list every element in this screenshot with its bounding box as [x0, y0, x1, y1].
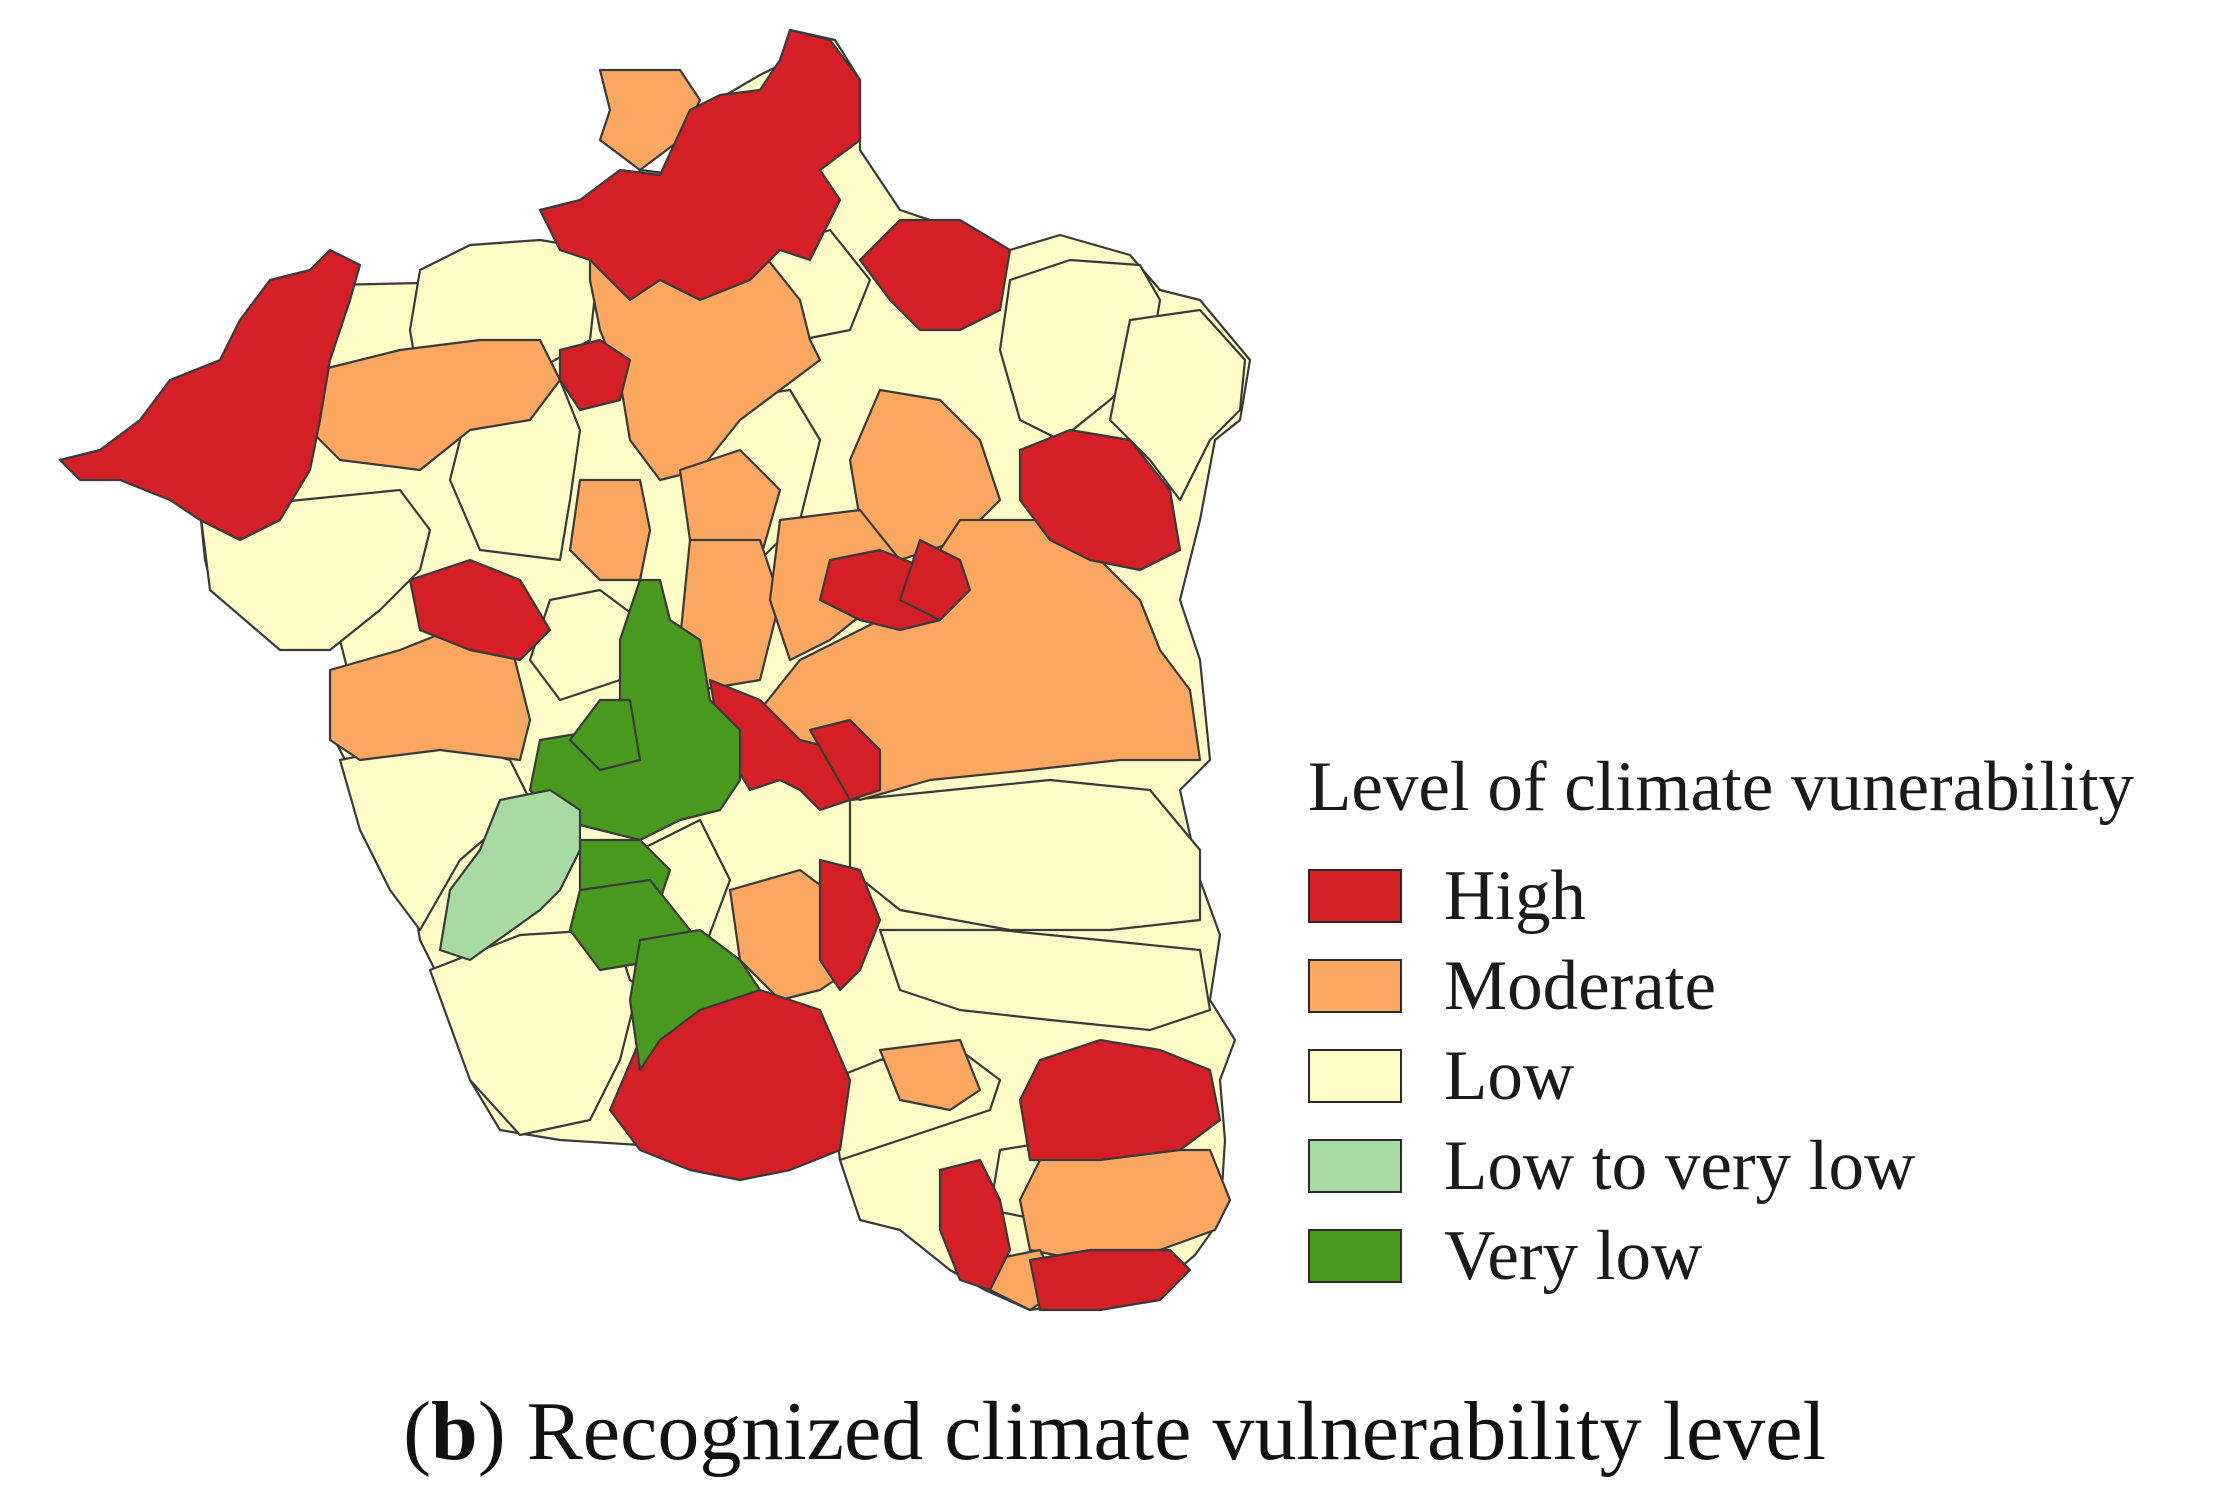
map-region	[878, 1038, 982, 1112]
caption-open-paren: (	[403, 1385, 432, 1478]
map-region	[758, 518, 1202, 802]
caption-close-paren: )	[477, 1385, 506, 1478]
map-region	[628, 928, 762, 1072]
legend-swatch-moderate	[1308, 959, 1402, 1013]
map-region	[878, 928, 1212, 1032]
legend-item-very-low: Very low	[1308, 1211, 2208, 1301]
legend-label-moderate: Moderate	[1444, 946, 1717, 1025]
map-region	[538, 28, 862, 302]
legend-label-very-low: Very low	[1444, 1216, 1703, 1295]
map-region	[848, 778, 1202, 932]
map-region	[898, 538, 972, 622]
municipality-map	[58, 28, 1252, 1312]
map-region	[1108, 308, 1247, 502]
legend-item-low-to-very-low: Low to very low	[1308, 1121, 2208, 1211]
map-region	[58, 248, 362, 542]
map-region	[328, 628, 532, 762]
map-region	[408, 558, 552, 662]
map-region	[308, 338, 562, 472]
map-region	[568, 698, 642, 772]
legend-label-high: High	[1444, 856, 1586, 935]
map-legend: Level of climate vunerability High Moder…	[1308, 752, 2208, 1301]
legend-swatch-high	[1308, 869, 1402, 923]
legend-swatch-low	[1308, 1049, 1402, 1103]
legend-swatch-very-low	[1308, 1229, 1402, 1283]
map-region	[818, 858, 882, 992]
map-region	[808, 718, 882, 802]
map-region	[1018, 428, 1182, 572]
map-region	[708, 678, 872, 812]
legend-item-high: High	[1308, 851, 2208, 941]
legend-label-low: Low	[1444, 1036, 1575, 1115]
map-region	[1028, 1248, 1192, 1312]
caption-letter: b	[431, 1385, 478, 1478]
figure-caption: (b) Recognized climate vulnerability lev…	[0, 1390, 2229, 1474]
map-region	[858, 218, 1012, 332]
caption-text: Recognized climate vulnerability level	[505, 1385, 1826, 1478]
legend-item-moderate: Moderate	[1308, 941, 2208, 1031]
map-region	[428, 928, 642, 1137]
map-region	[558, 338, 632, 412]
legend-title: Level of climate vunerability	[1308, 748, 2135, 826]
map-region	[598, 68, 702, 172]
map-region	[438, 788, 582, 962]
legend-label-low-to-very-low: Low to very low	[1444, 1126, 1916, 1205]
legend-item-low: Low	[1308, 1031, 2208, 1121]
map-region	[938, 1158, 1012, 1292]
map-region	[1018, 1038, 1222, 1162]
legend-swatch-low-to-very-low	[1308, 1139, 1402, 1193]
